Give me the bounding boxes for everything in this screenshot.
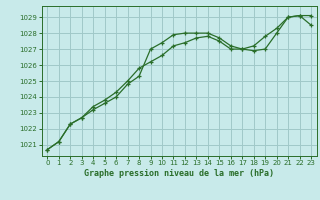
- X-axis label: Graphe pression niveau de la mer (hPa): Graphe pression niveau de la mer (hPa): [84, 169, 274, 178]
